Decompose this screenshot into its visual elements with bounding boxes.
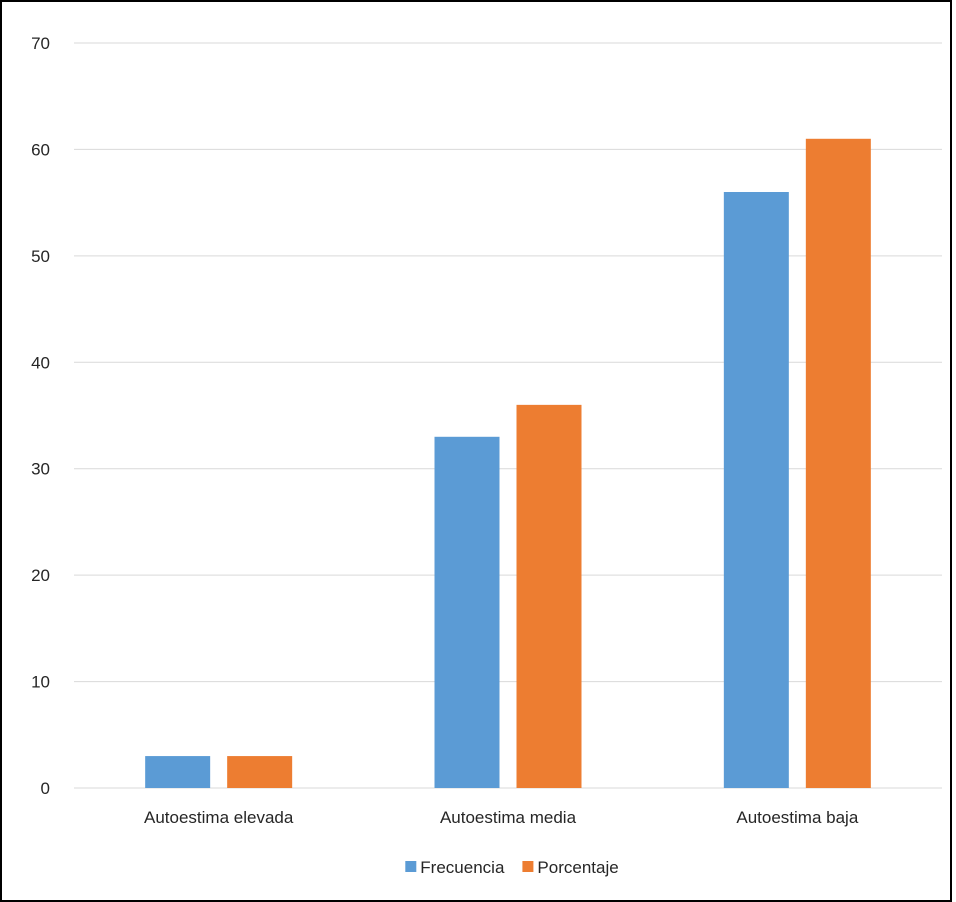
gridlines — [74, 42, 942, 789]
bar-frecuencia-1 — [145, 756, 211, 788]
y-tick-label: 50 — [31, 247, 50, 266]
y-tick-label: 60 — [31, 140, 50, 159]
x-category-label: Autoestima elevada — [144, 808, 294, 827]
legend-swatch-porcentaje — [522, 861, 534, 872]
x-category-label: Autoestima media — [440, 808, 577, 827]
bar-frecuencia-2 — [434, 436, 500, 788]
y-tick-label: 20 — [31, 566, 50, 585]
y-tick-label: 10 — [31, 673, 50, 692]
bars — [145, 138, 871, 789]
legend-label-frecuencia: Frecuencia — [420, 858, 505, 877]
y-tick-label: 30 — [31, 460, 50, 479]
y-tick-label: 70 — [31, 34, 50, 53]
legend-label-porcentaje: Porcentaje — [537, 858, 618, 877]
legend: Frecuencia Porcentaje — [405, 858, 619, 877]
bar-frecuencia-3 — [723, 192, 789, 788]
y-axis-ticks: 0 10 20 30 40 50 60 70 — [31, 34, 50, 798]
bar-porcentaje-3 — [805, 138, 871, 789]
legend-swatch-frecuencia — [405, 861, 417, 872]
y-tick-label: 40 — [31, 353, 50, 372]
x-axis-categories: Autoestima elevada Autoestima media Autoes… — [144, 808, 859, 827]
y-tick-label: 0 — [41, 779, 50, 798]
x-category-label: Autoestima baja — [736, 808, 858, 827]
bar-porcentaje-1 — [227, 756, 293, 788]
bar-porcentaje-2 — [516, 404, 582, 788]
